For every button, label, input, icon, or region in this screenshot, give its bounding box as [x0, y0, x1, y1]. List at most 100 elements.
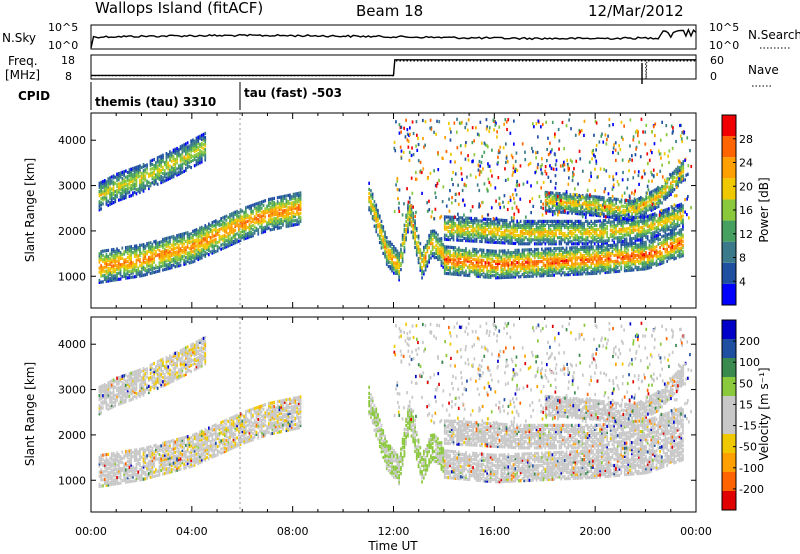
power-cell	[512, 229, 515, 233]
power-cell	[419, 264, 422, 268]
power-cell	[172, 158, 175, 162]
power-cell	[197, 231, 200, 235]
power-cell	[477, 274, 480, 278]
power-cell	[653, 218, 656, 222]
power-cell	[461, 228, 464, 232]
power-cell	[572, 266, 575, 270]
power-cell	[137, 258, 140, 262]
power-cell	[631, 244, 633, 248]
power-cell	[488, 232, 490, 236]
power-cell	[209, 223, 212, 227]
power-cell	[414, 237, 416, 241]
power-cell	[176, 264, 178, 268]
power-cell	[486, 269, 488, 273]
power-cell	[593, 221, 596, 225]
power-cell	[535, 230, 538, 234]
power-cell	[549, 219, 552, 223]
power-cell	[574, 258, 577, 262]
power-cell	[452, 254, 455, 258]
power-cell	[148, 241, 150, 245]
power-cell	[662, 221, 665, 225]
power-cell	[100, 266, 102, 270]
power-cell	[160, 258, 162, 262]
power-cell	[558, 242, 561, 246]
power-cell	[516, 223, 518, 227]
power-cell	[135, 188, 138, 192]
power-cell	[586, 236, 589, 240]
power-cell	[456, 248, 458, 252]
power-cell	[579, 272, 582, 276]
power-cell	[493, 222, 495, 226]
power-cell	[643, 244, 645, 249]
power-cell	[192, 140, 194, 144]
power-cell	[200, 150, 203, 154]
power-cell	[481, 223, 483, 227]
power-cell	[391, 253, 393, 257]
power-cell	[176, 260, 178, 264]
power-cell	[454, 268, 457, 272]
power-cell	[461, 271, 464, 275]
power-cell	[588, 245, 591, 249]
power-cell	[590, 255, 593, 259]
power-cell	[533, 254, 536, 258]
power-cell	[139, 188, 141, 193]
power-cell	[103, 187, 106, 191]
power-cell	[289, 197, 291, 201]
power-cell	[652, 240, 654, 244]
power-cell	[618, 240, 621, 244]
power-cell	[185, 250, 187, 254]
power-cell	[523, 238, 525, 242]
power-cell	[473, 272, 476, 276]
power-cell	[645, 219, 647, 223]
power-cell	[149, 171, 152, 175]
power-cell	[470, 253, 473, 257]
power-cell	[276, 220, 279, 224]
power-cell	[389, 254, 392, 259]
power-cell	[586, 228, 589, 232]
power-cell	[662, 238, 665, 242]
power-cell	[546, 221, 548, 225]
power-cell	[298, 195, 300, 199]
power-cell	[190, 246, 192, 250]
power-cell	[378, 236, 381, 240]
power-cell	[618, 219, 621, 223]
power-cell	[572, 238, 575, 242]
power-cell	[585, 268, 587, 272]
power-cell	[123, 174, 125, 178]
power-cell	[595, 261, 598, 265]
power-cell	[262, 218, 265, 222]
power-cell	[541, 236, 543, 240]
power-cell	[260, 231, 263, 235]
power-cell	[502, 249, 504, 253]
power-cell	[509, 251, 511, 255]
power-cell	[632, 258, 635, 262]
power-cell	[682, 233, 684, 237]
power-cell	[662, 215, 665, 219]
power-cell	[571, 234, 573, 238]
power-cell	[620, 237, 623, 242]
power-cell	[668, 257, 670, 261]
power-cell	[262, 230, 265, 234]
power-cell	[183, 258, 185, 262]
power-cell	[449, 257, 451, 262]
power-cell	[482, 250, 485, 254]
power-cell	[503, 229, 506, 233]
power-cell	[200, 240, 203, 244]
power-cell	[264, 229, 267, 233]
power-cell	[620, 221, 623, 225]
power-cell	[574, 242, 577, 246]
power-cell	[551, 221, 554, 225]
power-cell	[452, 219, 455, 224]
power-cell	[636, 224, 638, 228]
power-cell	[484, 221, 487, 225]
power-cell	[211, 223, 214, 227]
power-cell	[528, 219, 531, 223]
power-cell	[299, 207, 302, 211]
power-cell	[435, 251, 437, 255]
power-cell	[176, 240, 178, 244]
power-cell	[518, 262, 520, 267]
power-cell	[139, 258, 141, 262]
power-cell	[525, 228, 527, 232]
power-cell	[250, 212, 252, 216]
power-cell	[632, 247, 635, 252]
